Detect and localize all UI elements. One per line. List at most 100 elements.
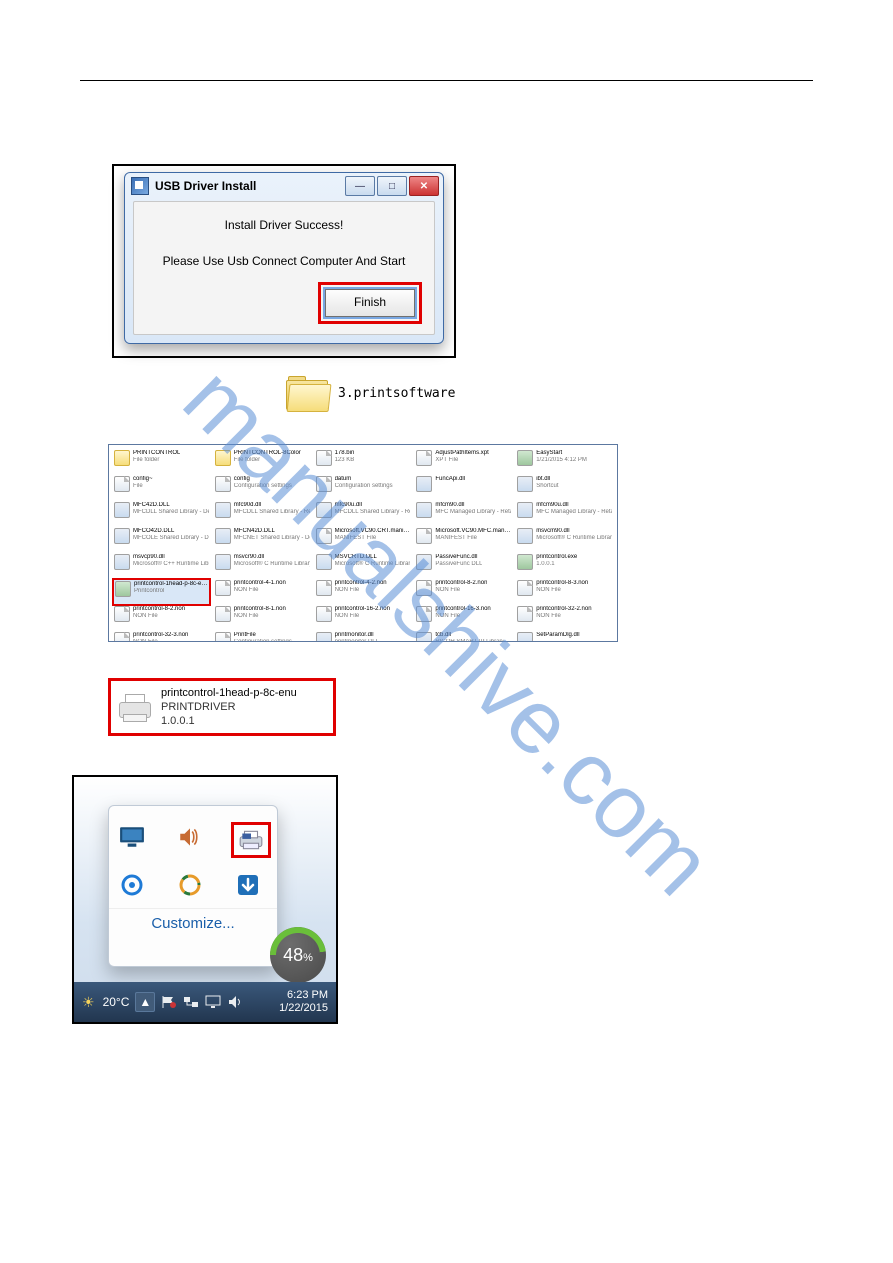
customize-link[interactable]: Customize... bbox=[109, 908, 277, 942]
folder-icon[interactable] bbox=[286, 376, 326, 410]
dll-icon bbox=[517, 476, 533, 492]
file-name: mfcm90u.dll bbox=[536, 502, 612, 509]
file-sub: Configuration settings bbox=[234, 639, 292, 642]
file-sub: NON File bbox=[133, 613, 185, 620]
file-item[interactable]: SetParamDlg.dll bbox=[516, 631, 613, 642]
page-icon bbox=[215, 606, 231, 622]
file-item[interactable]: mfc90d.dllMFCDLL Shared Library - Retail… bbox=[214, 501, 311, 527]
file-meta: 178.bin123 KB bbox=[335, 450, 355, 463]
printer-tray-icon[interactable] bbox=[231, 822, 271, 858]
file-meta: printcontrol-4-2.nonNON File bbox=[335, 580, 387, 593]
file-name: printcontrol.exe bbox=[536, 554, 577, 561]
file-item[interactable]: PRINTCONTROL-8ColorFile folder bbox=[214, 449, 311, 475]
volume-small-icon[interactable] bbox=[227, 995, 243, 1009]
finish-button[interactable]: Finish bbox=[325, 289, 415, 317]
page-icon bbox=[215, 580, 231, 596]
file-meta: printcontrol-8-2.nonNON File bbox=[435, 580, 487, 593]
file-meta: printcontrol.exe1.0.0.1 bbox=[536, 554, 577, 567]
file-item[interactable]: printcontrol-8-3.nonNON File bbox=[516, 579, 613, 605]
network-icon[interactable] bbox=[183, 995, 199, 1009]
file-item[interactable]: 178.bin123 KB bbox=[315, 449, 412, 475]
file-name: MFC42D.DLL bbox=[133, 502, 209, 509]
file-name: Microsoft.VC90.MFC.manifest bbox=[435, 528, 511, 535]
file-meta: MFC42D.DLLMFCDLL Shared Library - Debug bbox=[133, 502, 209, 515]
file-name: MSVCRTD.DLL bbox=[335, 554, 411, 561]
page-icon bbox=[215, 632, 231, 642]
file-item[interactable]: ibt.dllShortcut bbox=[516, 475, 613, 501]
battery-indicator[interactable]: 48% bbox=[270, 927, 326, 983]
tray-expand-button[interactable]: ▲ bbox=[135, 992, 155, 1012]
file-meta: printcontrol-8-1.nonNON File bbox=[234, 606, 286, 619]
file-name: printcontrol-8-1.non bbox=[234, 606, 286, 613]
file-meta: ibt.dllShortcut bbox=[536, 476, 558, 489]
file-item[interactable]: printcontrol-32-3.nonNON File bbox=[113, 631, 210, 642]
file-name: 178.bin bbox=[335, 450, 355, 457]
explorer-screenshot: PRINTCONTROLFile folderPRINTCONTROL-8Col… bbox=[108, 444, 618, 642]
file-item[interactable]: MFCN42D.DLLMFCNET Shared Library - Debug bbox=[214, 527, 311, 553]
file-item[interactable]: printcontrol-32-2.nonNON File bbox=[516, 605, 613, 631]
file-item[interactable]: EasyStart1/21/2015 4:12 PM bbox=[516, 449, 613, 475]
file-item[interactable]: MFCO42D.DLLMFCOLE Shared Library - Debug bbox=[113, 527, 210, 553]
file-sub: Printcontrol bbox=[134, 588, 208, 595]
volume-icon[interactable] bbox=[173, 822, 207, 852]
file-item[interactable]: msvcm90.dllMicrosoft® C Runtime Library bbox=[516, 527, 613, 553]
circle-icon[interactable] bbox=[115, 870, 149, 900]
file-item[interactable]: PassiveFunc.dllPassiveFunc DLL bbox=[415, 553, 512, 579]
file-item[interactable]: printcontrol.exe1.0.0.1 bbox=[516, 553, 613, 579]
file-item[interactable]: configConfiguration settings bbox=[214, 475, 311, 501]
file-item[interactable]: MFC42D.DLLMFCDLL Shared Library - Debug bbox=[113, 501, 210, 527]
exe-icon bbox=[517, 554, 533, 570]
file-name: AdjustPathItems.xpt bbox=[435, 450, 488, 457]
monitor-small-icon[interactable] bbox=[205, 995, 221, 1009]
file-name: MFCO42D.DLL bbox=[133, 528, 209, 535]
file-item[interactable]: tcb.dllRICOH SMART IP Library bbox=[415, 631, 512, 642]
monitor-icon[interactable] bbox=[115, 822, 149, 852]
file-meta: mfc90u.dllMFCDLL Shared Library - Retail… bbox=[335, 502, 411, 515]
close-button[interactable]: ✕ bbox=[409, 176, 439, 196]
file-item[interactable]: printcontrol-16-2.nonNON File bbox=[315, 605, 412, 631]
page-icon bbox=[215, 476, 231, 492]
file-item[interactable]: printmonitor.dllprintmonitor DLL bbox=[315, 631, 412, 642]
file-item[interactable]: printcontrol-8-1.nonNON File bbox=[214, 605, 311, 631]
ring-icon[interactable] bbox=[173, 870, 207, 900]
file-item[interactable]: printcontrol-4-1.nonNON File bbox=[214, 579, 311, 605]
file-item[interactable]: mfc90u.dllMFCDLL Shared Library - Retail… bbox=[315, 501, 412, 527]
file-name: msvcm90.dll bbox=[536, 528, 612, 535]
file-item[interactable]: mfcm90u.dllMFC Managed Library - Retail … bbox=[516, 501, 613, 527]
file-item[interactable]: MSVCRTD.DLLMicrosoft® C Runtime Library bbox=[315, 553, 412, 579]
file-item[interactable]: msvcp90.dllMicrosoft® C++ Runtime Librar… bbox=[113, 553, 210, 579]
file-sub: MFCDLL Shared Library - Retail V bbox=[335, 509, 411, 516]
file-meta: printcontrol-32-3.nonNON File bbox=[133, 632, 188, 642]
file-sub: NON File bbox=[435, 587, 487, 594]
file-meta: printcontrol-8-3.nonNON File bbox=[536, 580, 588, 593]
file-item[interactable]: printcontrol-8-2.nonNON File bbox=[415, 579, 512, 605]
maximize-button[interactable]: □ bbox=[377, 176, 407, 196]
arrow-badge-icon[interactable] bbox=[231, 870, 265, 900]
file-item[interactable]: PrintFileConfiguration settings bbox=[214, 631, 311, 642]
dll-icon bbox=[416, 554, 432, 570]
file-item[interactable]: datumConfiguration settings bbox=[315, 475, 412, 501]
file-name: printcontrol-16-2.non bbox=[335, 606, 390, 613]
file-sub: NON File bbox=[536, 613, 591, 620]
file-item[interactable]: AdjustPathItems.xptXPT File bbox=[415, 449, 512, 475]
file-item[interactable]: config~File bbox=[113, 475, 210, 501]
minimize-button[interactable]: — bbox=[345, 176, 375, 196]
file-item[interactable]: printcontrol-4-2.nonNON File bbox=[315, 579, 412, 605]
file-item[interactable]: mfcm90.dllMFC Managed Library - Retail V… bbox=[415, 501, 512, 527]
file-name: EasyStart bbox=[536, 450, 587, 457]
file-item[interactable]: printcontrol-8-2.nonNON File bbox=[113, 605, 210, 631]
file-item[interactable]: FuncApi.dll bbox=[415, 475, 512, 501]
taskbar: ☀ 20°C ▲ 6:23 PM 1/22/2015 bbox=[74, 982, 336, 1022]
page-icon bbox=[316, 606, 332, 622]
file-item[interactable]: printcontrol-1head-p-8c-enuPrintcontrol bbox=[112, 578, 211, 606]
file-item[interactable]: printcontrol-16-3.nonNON File bbox=[415, 605, 512, 631]
flag-icon[interactable] bbox=[161, 995, 177, 1009]
file-item[interactable]: PRINTCONTROLFile folder bbox=[113, 449, 210, 475]
file-item[interactable]: Microsoft.VC90.MFC.manifestMANIFEST File bbox=[415, 527, 512, 553]
file-meta: configConfiguration settings bbox=[234, 476, 292, 489]
app-icon bbox=[131, 177, 149, 195]
file-name: Microsoft.VC90.CRT.manifest bbox=[335, 528, 411, 535]
file-item[interactable]: msvcr90.dllMicrosoft® C Runtime Library bbox=[214, 553, 311, 579]
taskbar-clock[interactable]: 6:23 PM 1/22/2015 bbox=[273, 989, 328, 1015]
file-item[interactable]: Microsoft.VC90.CRT.manifestMANIFEST File bbox=[315, 527, 412, 553]
